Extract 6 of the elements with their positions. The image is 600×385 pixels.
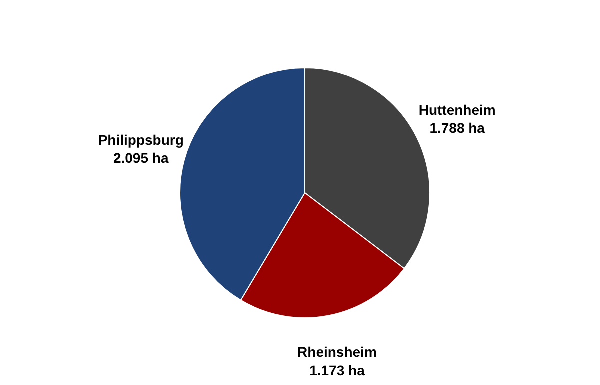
data-label: 2.095 ha: [113, 150, 169, 166]
data-label: 1.788 ha: [430, 120, 486, 136]
slice-label: Rheinsheim: [298, 344, 377, 360]
data-label: 1.173 ha: [310, 362, 366, 378]
slice-label: Philippsburg: [98, 132, 184, 148]
slice-label: Huttenheim: [418, 102, 496, 118]
